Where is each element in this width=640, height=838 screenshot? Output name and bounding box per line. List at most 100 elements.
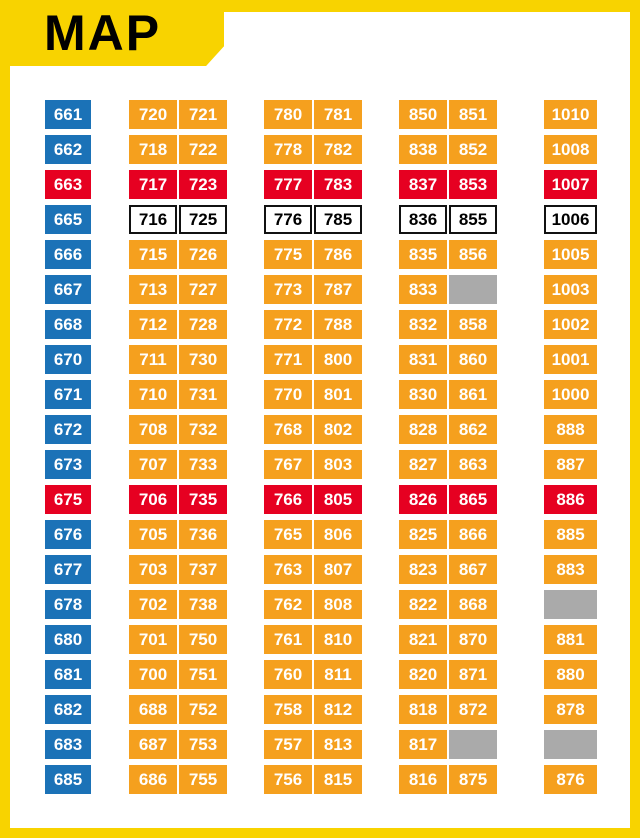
booth-row: 766 805 — [264, 485, 362, 514]
booth-838: 838 — [399, 135, 447, 164]
booth-1008: 1008 — [544, 135, 597, 164]
booth-730: 730 — [179, 345, 227, 374]
booth-row: 675 — [45, 485, 91, 514]
booth-row: 772 788 — [264, 310, 362, 339]
booth-837: 837 — [399, 170, 447, 199]
booth-735: 735 — [179, 485, 227, 514]
booth-717: 717 — [129, 170, 177, 199]
booth-711: 711 — [129, 345, 177, 374]
booth-row: 720 721 — [129, 100, 227, 129]
booth-713: 713 — [129, 275, 177, 304]
booth-row: 661 — [45, 100, 91, 129]
booth-833: 833 — [399, 275, 447, 304]
booth-718: 718 — [129, 135, 177, 164]
booth-777: 777 — [264, 170, 312, 199]
booth-821: 821 — [399, 625, 447, 654]
booth-856: 856 — [449, 240, 497, 269]
booth-785: 785 — [314, 205, 362, 234]
booth-1007: 1007 — [544, 170, 597, 199]
booth-687: 687 — [129, 730, 177, 759]
booth-row: 880 — [544, 660, 597, 689]
booth-row: 881 — [544, 625, 597, 654]
booth-row: 682 — [45, 695, 91, 724]
booth-835: 835 — [399, 240, 447, 269]
booth-803: 803 — [314, 450, 362, 479]
booth-865: 865 — [449, 485, 497, 514]
booth-775: 775 — [264, 240, 312, 269]
booth-row: 825 866 — [399, 520, 497, 549]
booth-731: 731 — [179, 380, 227, 409]
booth-row: 761 810 — [264, 625, 362, 654]
booth-row: 827 863 — [399, 450, 497, 479]
booth-688: 688 — [129, 695, 177, 724]
booth-766: 766 — [264, 485, 312, 514]
booth-737: 737 — [179, 555, 227, 584]
booth-870: 870 — [449, 625, 497, 654]
booth-836: 836 — [399, 205, 447, 234]
booth-771: 771 — [264, 345, 312, 374]
booth-801: 801 — [314, 380, 362, 409]
column-700-800s: 780 781 778 782 777 783 776 785 775 786 773 787 772 7… — [264, 100, 362, 794]
booth-886: 886 — [544, 485, 597, 514]
booth-671: 671 — [45, 380, 91, 409]
booth-868: 868 — [449, 590, 497, 619]
booth-817: 817 — [399, 730, 447, 759]
booth-row: 706 735 — [129, 485, 227, 514]
booth-685: 685 — [45, 765, 91, 794]
booth-810: 810 — [314, 625, 362, 654]
booth-786: 786 — [314, 240, 362, 269]
booth-683: 683 — [45, 730, 91, 759]
booth-808: 808 — [314, 590, 362, 619]
booth-row: 685 — [45, 765, 91, 794]
booth-row: 775 786 — [264, 240, 362, 269]
booth-867: 867 — [449, 555, 497, 584]
booth-row: 837 853 — [399, 170, 497, 199]
booth-row: 850 851 — [399, 100, 497, 129]
booth-831: 831 — [399, 345, 447, 374]
booth-758: 758 — [264, 695, 312, 724]
booth-667: 667 — [45, 275, 91, 304]
booth-866: 866 — [449, 520, 497, 549]
booth-row: 700 751 — [129, 660, 227, 689]
booth-822: 822 — [399, 590, 447, 619]
booth-row: 768 802 — [264, 415, 362, 444]
booth-row: 818 872 — [399, 695, 497, 724]
booth-row: 757 813 — [264, 730, 362, 759]
booth-row: 710 731 — [129, 380, 227, 409]
booth-701: 701 — [129, 625, 177, 654]
booth-872: 872 — [449, 695, 497, 724]
booth-706: 706 — [129, 485, 177, 514]
booth-707: 707 — [129, 450, 177, 479]
booth-860: 860 — [449, 345, 497, 374]
booth-row: 678 — [45, 590, 91, 619]
booth-row: 716 725 — [129, 205, 227, 234]
booth-row: 703 737 — [129, 555, 227, 584]
booth-727: 727 — [179, 275, 227, 304]
booth-1006: 1006 — [544, 205, 597, 234]
booth-row: 687 753 — [129, 730, 227, 759]
booth-row: 817 — [399, 730, 497, 759]
booth-row: 832 858 — [399, 310, 497, 339]
booth-row: 665 — [45, 205, 91, 234]
booth-row: 676 — [45, 520, 91, 549]
booth-662: 662 — [45, 135, 91, 164]
booth-row: 763 807 — [264, 555, 362, 584]
booth-880: 880 — [544, 660, 597, 689]
booth-805: 805 — [314, 485, 362, 514]
booth-row: 1003 — [544, 275, 597, 304]
booth-row: 778 782 — [264, 135, 362, 164]
booth-762: 762 — [264, 590, 312, 619]
empty-booth — [449, 730, 497, 759]
booth-row: 715 726 — [129, 240, 227, 269]
booth-710: 710 — [129, 380, 177, 409]
booth-row: 1010 — [544, 100, 597, 129]
booth-row: 713 727 — [129, 275, 227, 304]
booth-1002: 1002 — [544, 310, 597, 339]
booth-721: 721 — [179, 100, 227, 129]
booth-806: 806 — [314, 520, 362, 549]
booth-row: 1002 — [544, 310, 597, 339]
booth-780: 780 — [264, 100, 312, 129]
booth-738: 738 — [179, 590, 227, 619]
